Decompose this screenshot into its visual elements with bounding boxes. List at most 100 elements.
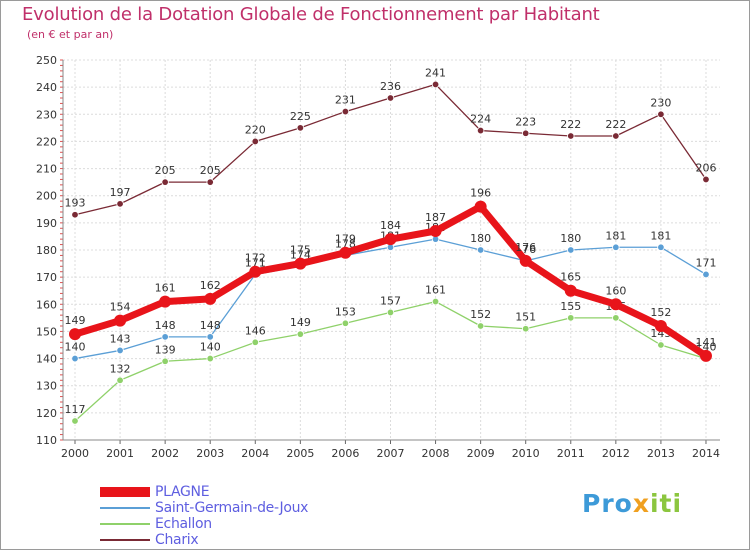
legend-label-echallon: Echallon [155,516,212,532]
data-label-saint-germain-de-joux: 171 [695,256,716,269]
x-tick-label: 2004 [241,447,269,460]
data-label-plagne: 179 [335,233,356,246]
x-tick-label: 2007 [376,447,404,460]
data-label-saint-germain-de-joux: 181 [650,229,671,242]
data-label-charix: 222 [560,118,581,131]
data-label-plagne: 187 [425,211,446,224]
data-point-saint-germain-de-joux [71,354,79,363]
data-point-saint-germain-de-joux [612,243,620,251]
data-label-saint-germain-de-joux: 178 [335,237,356,250]
y-tick-label: 220 [36,135,57,148]
data-point-plagne [519,254,532,267]
data-label-charix: 224 [470,113,491,126]
legend-item-plagne: PLAGNE [100,484,400,500]
data-label-charix: 205 [155,164,176,177]
data-label-charix: 236 [380,80,401,93]
data-point-echallon [71,417,79,425]
data-point-charix [161,178,169,186]
data-label-plagne: 161 [155,282,176,295]
data-point-echallon [206,354,214,363]
y-tick-label: 190 [36,217,57,230]
data-label-plagne: 165 [560,271,581,284]
data-label-charix: 225 [290,110,311,123]
proxiti-logo: Proxiti [582,489,682,518]
data-point-charix [341,107,350,116]
y-tick-label: 230 [36,108,57,121]
data-label-saint-germain-de-joux: 140 [65,341,86,354]
data-label-plagne: 154 [110,301,131,314]
data-point-charix [567,132,575,140]
data-point-charix [612,132,620,140]
data-label-saint-germain-de-joux: 180 [470,232,491,245]
data-point-echallon [251,338,259,346]
data-label-charix: 230 [650,96,671,109]
y-tick-label: 240 [36,81,57,94]
y-tick-label: 210 [36,163,57,176]
y-tick-label: 120 [36,407,57,420]
data-point-plagne [654,320,667,332]
data-point-plagne [609,298,622,311]
x-tick-label: 2014 [692,447,720,460]
legend-swatch-saint-germain [100,507,150,509]
data-label-echallon: 132 [110,362,131,375]
data-point-echallon [296,330,305,338]
data-point-echallon [522,325,530,333]
x-tick-label: 2008 [422,447,450,460]
data-point-plagne [294,257,307,270]
y-tick-label: 130 [36,380,57,393]
legend-item-saint-germain: Saint-Germain-de-Joux [100,500,400,516]
x-tick-label: 2009 [467,447,495,460]
data-label-charix: 241 [425,66,446,79]
data-point-saint-germain-de-joux [702,270,710,279]
data-label-saint-germain-de-joux: 143 [110,332,131,345]
data-point-echallon [341,319,350,327]
data-point-saint-germain-de-joux [657,243,665,251]
data-point-charix [296,124,305,132]
data-point-echallon [567,314,575,322]
data-point-charix [476,126,485,135]
data-label-saint-germain-de-joux: 181 [605,229,626,242]
data-label-plagne: 152 [650,306,671,319]
legend-item-charix: Charix [100,532,400,548]
data-point-charix [251,137,259,146]
data-label-plagne: 175 [290,244,311,257]
data-label-echallon: 117 [65,403,86,416]
x-tick-label: 2001 [106,447,134,460]
data-point-plagne [249,265,262,278]
data-point-charix [702,175,710,184]
data-point-saint-germain-de-joux [567,246,575,254]
x-tick-label: 2012 [602,447,630,460]
data-label-plagne: 172 [245,252,266,265]
data-label-saint-germain-de-joux: 174 [290,248,311,261]
data-point-charix [71,211,79,219]
data-label-echallon: 153 [335,305,356,318]
data-label-echallon: 140 [200,341,221,354]
data-point-saint-germain-de-joux [161,333,169,341]
data-label-echallon: 139 [155,343,176,356]
data-label-charix: 223 [515,115,536,128]
data-point-charix [386,94,395,102]
y-tick-label: 160 [36,298,57,311]
data-label-saint-germain-de-joux: 148 [200,319,221,332]
legend-label-plagne: PLAGNE [155,484,210,500]
data-point-saint-germain-de-joux [206,333,214,341]
y-tick-label: 150 [36,325,57,338]
legend-swatch-charix [100,539,150,541]
data-point-plagne [339,246,352,259]
logo-part-1: Pro [582,489,633,518]
data-point-plagne [159,295,172,308]
data-point-charix [206,178,214,186]
data-label-charix: 193 [65,197,86,210]
data-point-plagne [429,225,442,237]
data-label-saint-germain-de-joux: 148 [155,319,176,332]
data-point-echallon [612,314,620,322]
logo-part-3: iti [649,489,683,518]
y-tick-label: 200 [36,190,57,203]
data-label-charix: 231 [335,94,356,107]
legend-label-saint-germain: Saint-Germain-de-Joux [155,500,309,516]
data-label-plagne: 162 [200,279,221,292]
data-point-echallon [161,357,169,365]
data-label-echallon: 151 [515,311,536,324]
x-tick-label: 2011 [557,447,585,460]
